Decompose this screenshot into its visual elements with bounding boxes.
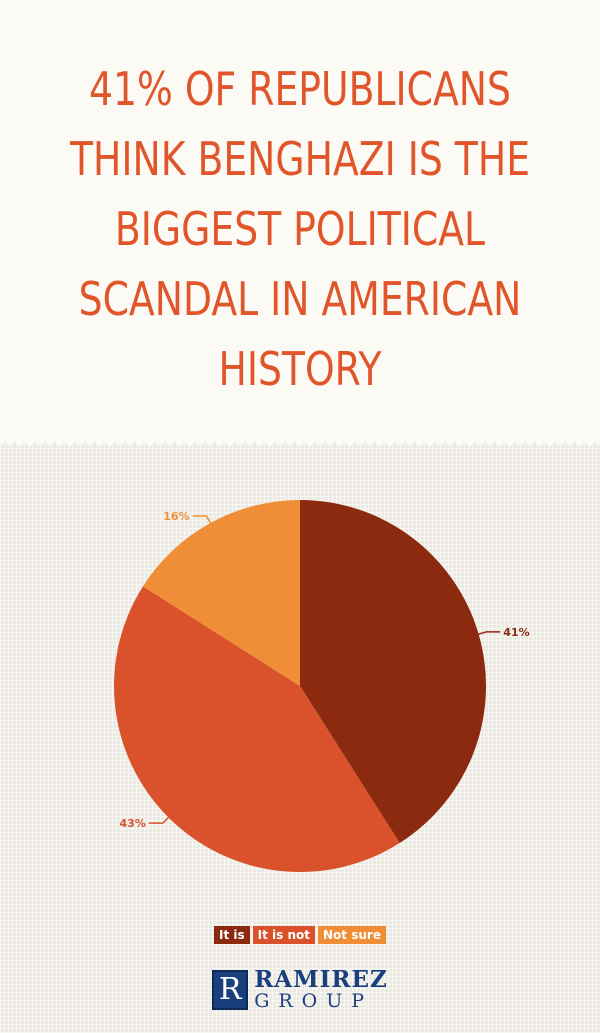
pie-slice-it-is [300, 500, 486, 844]
data-label: 16% [163, 510, 189, 523]
leader-line [478, 631, 501, 635]
pie-slice-it-is-not [113, 586, 400, 872]
header-banner [0, 0, 600, 437]
logo-r-icon: R [212, 969, 249, 1010]
page-title: 41% OF REPUBLICANS THINK BENGHAZI IS THE… [69, 62, 531, 396]
pie-slice-not-sure [142, 500, 300, 686]
pie-chart: 41% 43% 16% [113, 500, 530, 872]
data-label: 43% [119, 817, 145, 830]
leader-line [192, 515, 212, 524]
zigzag-border [0, 437, 600, 447]
legend-item: It is not [252, 926, 316, 944]
legend-item: It is [214, 926, 250, 944]
brand-name: RAMIREZ [254, 966, 388, 993]
leader-line [148, 816, 170, 824]
brand-logo: R RAMIREZ GROUP [0, 968, 600, 1011]
data-label: 41% [503, 626, 529, 639]
brand-sub: GROUP [254, 990, 374, 1012]
chart-legend: It is It is not Not sure [0, 926, 600, 944]
legend-item: Not sure [318, 926, 386, 944]
